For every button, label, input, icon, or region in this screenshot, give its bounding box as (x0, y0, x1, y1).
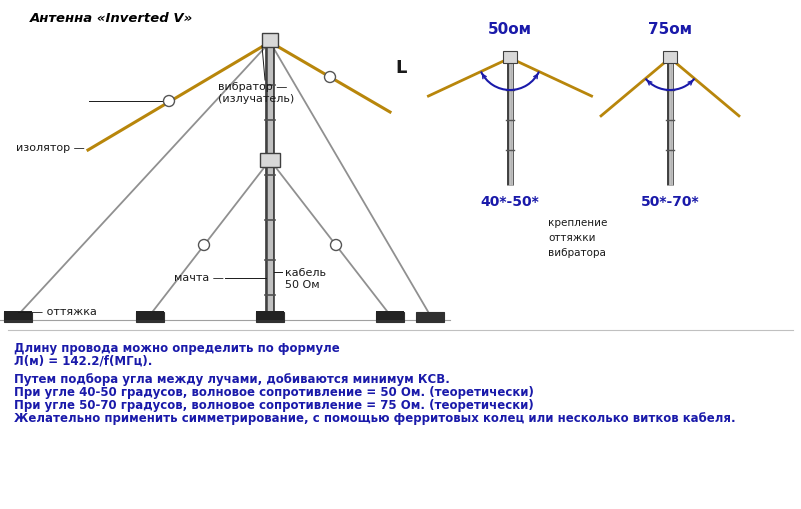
Circle shape (324, 71, 336, 82)
Text: Л(м) = 142.2/f(МГц).: Л(м) = 142.2/f(МГц). (14, 355, 152, 368)
Text: мачта —: мачта — (174, 273, 224, 283)
Bar (136, 312, 164, 322)
FancyBboxPatch shape (663, 51, 677, 63)
Bar (376, 312, 404, 322)
Text: При угле 40-50 градусов, волновое сопротивление = 50 Ом. (теоретически): При угле 40-50 градусов, волновое сопрот… (14, 386, 534, 399)
Bar (4, 311, 32, 320)
Text: 50*-70*: 50*-70* (641, 195, 699, 209)
FancyBboxPatch shape (260, 153, 280, 167)
Text: 75ом: 75ом (648, 22, 692, 37)
Text: При угле 50-70 градусов, волновое сопротивление = 75 Ом. (теоретически): При угле 50-70 градусов, волновое сопрот… (14, 399, 533, 412)
Circle shape (163, 96, 175, 106)
Bar (376, 311, 404, 320)
Bar (4, 312, 32, 322)
Text: крепление
оттяжки
вибратора: крепление оттяжки вибратора (548, 218, 607, 258)
Text: вибратор —: вибратор — (218, 82, 288, 92)
Text: 50ом: 50ом (488, 22, 532, 37)
Bar (136, 311, 164, 320)
Text: L: L (395, 59, 406, 77)
Circle shape (331, 240, 341, 250)
Text: изолятор —: изолятор — (16, 143, 85, 153)
FancyBboxPatch shape (262, 33, 278, 47)
Text: Путем подбора угла между лучами, добиваются минимум КСВ.: Путем подбора угла между лучами, добиваю… (14, 373, 450, 386)
Text: 40*-50*: 40*-50* (481, 195, 539, 209)
FancyBboxPatch shape (503, 51, 517, 63)
Bar (416, 312, 444, 322)
Text: 50 Ом: 50 Ом (285, 280, 320, 290)
Text: Желательно применить симметрирование, с помощью ферритовых колец или несколько в: Желательно применить симметрирование, с … (14, 412, 735, 425)
Text: (излучатель): (излучатель) (218, 94, 294, 104)
Circle shape (199, 240, 210, 250)
Bar (256, 312, 284, 322)
Bar (256, 311, 284, 320)
Text: Длину провода можно определить по формуле: Длину провода можно определить по формул… (14, 342, 340, 355)
Text: — оттяжка: — оттяжка (32, 307, 97, 317)
Text: Антенна «Inverted V»: Антенна «Inverted V» (30, 12, 193, 25)
Text: кабель: кабель (285, 268, 326, 278)
